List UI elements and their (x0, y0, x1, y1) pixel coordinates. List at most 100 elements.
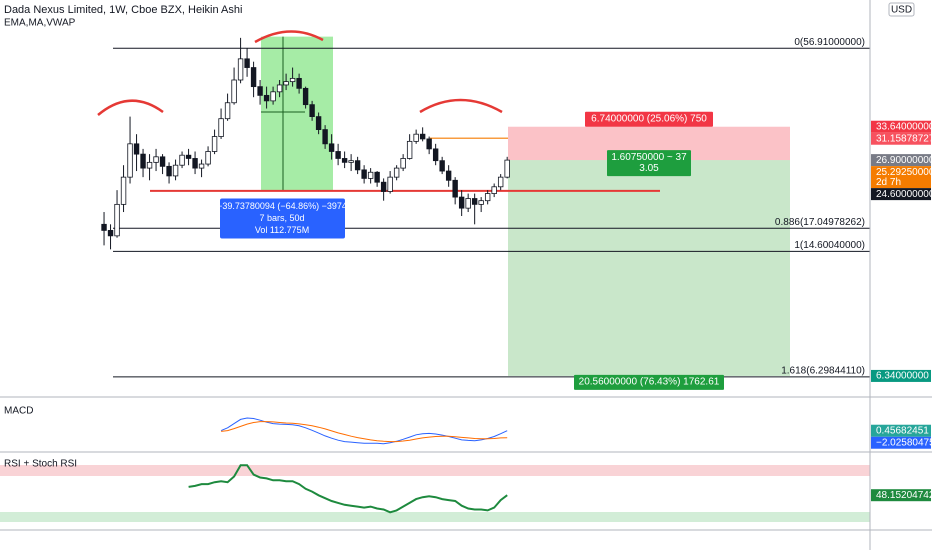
price-label: 24.60000000 (876, 189, 932, 200)
candle-body (153, 156, 159, 163)
overlays (113, 36, 870, 378)
candle-body (257, 86, 263, 96)
candle-body (387, 176, 393, 192)
candle-body (179, 154, 185, 166)
candle-body (484, 193, 491, 202)
price-label: 26.90000000 (876, 155, 932, 166)
head-arc (254, 30, 324, 44)
candle-body (231, 79, 237, 104)
candle-body (270, 91, 276, 102)
candle-body (166, 165, 172, 177)
candle-body (159, 156, 166, 167)
price-label: 48.15204742 (876, 490, 932, 501)
candle-body (465, 198, 471, 209)
candle-body (471, 198, 478, 205)
measure-label: Vol 112.775M (255, 225, 309, 235)
price-label: 6.34000000 (876, 371, 929, 382)
candle-body (283, 81, 289, 86)
candle-body (367, 171, 374, 179)
candle-body (419, 133, 426, 140)
candle-body (244, 58, 250, 68)
candle-body (276, 84, 283, 93)
labels: 6.74000000 (25.06%) 750 1.60750000 ~ 373.… (217, 37, 865, 390)
candle-body (224, 102, 231, 120)
measure-label-box (220, 198, 345, 239)
candle-body (192, 158, 198, 169)
price-label-box (871, 120, 931, 133)
candle-body (335, 151, 341, 159)
candle-body (393, 167, 400, 178)
candle-body (432, 148, 439, 162)
candle-body (296, 77, 302, 89)
entry-label-box (607, 150, 691, 177)
candle-body (289, 77, 296, 83)
shoulder-arc (97, 99, 164, 116)
fib-level-label: 1(14.60040000) (794, 240, 865, 251)
candle-body (185, 154, 192, 159)
candle-body (328, 143, 335, 152)
indicator-line (188, 464, 508, 514)
price-label: 0.45682451 (876, 425, 929, 436)
candle-body (211, 136, 218, 152)
price-label-box (871, 132, 931, 145)
target-zone (508, 160, 790, 376)
pane-title: RSI + Stoch RSI (4, 459, 77, 470)
price-label-box (871, 489, 931, 502)
stop-label: 6.74000000 (25.06%) 750 (591, 113, 707, 124)
candle-body (348, 160, 354, 163)
candle-body (478, 200, 484, 205)
candle-body (309, 104, 315, 118)
candle-body (426, 138, 432, 150)
candle-body (361, 169, 367, 179)
candle-body (172, 164, 179, 177)
entry-label: 1.60750000 ~ 37 (611, 152, 687, 163)
candle-body (354, 160, 361, 171)
candle-body (237, 58, 244, 81)
candle-body (107, 230, 114, 237)
chart-title: Dada Nexus Limited, 1W, Cboe BZX, Heikin… (4, 4, 242, 16)
price-label-box (871, 154, 931, 167)
pane-title: MACD (4, 406, 33, 417)
price-label-box (871, 369, 931, 382)
measure-label: 7 bars, 50d (259, 213, 304, 223)
candle-body (205, 151, 211, 165)
price-label: −2.02580475 (876, 437, 932, 448)
candle-body (445, 170, 452, 181)
candle-body (380, 181, 387, 192)
candle-body (198, 163, 205, 169)
candle-body (250, 67, 257, 88)
candle-body (140, 153, 146, 169)
fib-level-label: 1.618(6.29844110) (781, 366, 865, 377)
candle-body (406, 140, 413, 159)
candle-body (114, 203, 120, 237)
currency: USD (891, 5, 912, 16)
price-label: 33.64000000 (876, 121, 932, 132)
candle-body (491, 186, 497, 194)
target-label-box (574, 374, 724, 390)
candle-body (263, 94, 270, 102)
target-label: 20.56000000 (76.43%) 1762.61 (579, 377, 720, 388)
candle-body (218, 118, 224, 137)
indicator-line (220, 417, 508, 445)
candle-body (374, 171, 380, 183)
candle-body (400, 158, 406, 169)
currency-box[interactable] (888, 2, 915, 17)
price-label-countdown: 2d 7h (876, 177, 901, 188)
candle-body (341, 158, 348, 163)
price-label-box (871, 424, 931, 437)
measure-area (261, 36, 333, 192)
price-label-box (871, 188, 931, 201)
rsi-lower-band (0, 512, 870, 522)
candle-body (315, 116, 322, 130)
marks (101, 37, 510, 514)
shoulder-arc (419, 98, 503, 114)
candle-body (413, 133, 419, 142)
indicator-list: EMA,MA,VWAP (4, 18, 76, 29)
candle-body (452, 179, 458, 198)
candle-body (322, 129, 328, 145)
candle-body (101, 223, 107, 231)
candle-body (302, 87, 309, 106)
